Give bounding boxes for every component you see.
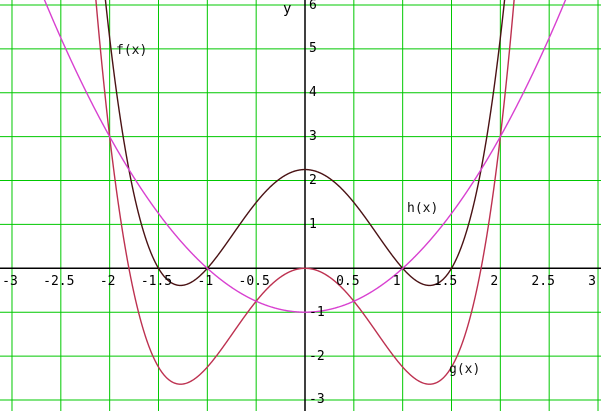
curve-g <box>95 0 515 385</box>
curve-label-f: f(x) <box>116 43 148 58</box>
y-tick-label: 4 <box>309 85 317 101</box>
x-tick-label: 2.5 <box>531 274 555 289</box>
y-tick-label: -3 <box>309 392 325 408</box>
y-tick-label: 5 <box>309 41 317 57</box>
y-tick-label: -2 <box>309 348 325 364</box>
y-tick-label: -1 <box>309 304 325 320</box>
curve-f <box>104 0 506 287</box>
curve-label-h: h(x) <box>407 201 439 216</box>
x-tick-label: 2 <box>490 274 499 289</box>
y-tick-label: 1 <box>309 216 317 232</box>
x-tick-label: -2 <box>99 274 116 289</box>
x-tick-label: 1 <box>392 274 401 289</box>
x-tick-label: 3 <box>588 274 596 289</box>
y-tick-label: 3 <box>309 129 317 145</box>
curve-h <box>43 0 567 313</box>
x-tick-label: 0.5 <box>336 274 360 289</box>
y-axis-label: y <box>283 1 292 17</box>
y-tick-label: 6 <box>309 0 317 13</box>
x-tick-label: -1.5 <box>140 274 173 289</box>
curve-label-g: g(x) <box>449 362 481 377</box>
x-tick-label: -0.5 <box>238 274 270 289</box>
x-tick-label: 1.5 <box>433 274 458 289</box>
y-tick-label: 2 <box>309 173 317 189</box>
x-tick-label: -3 <box>2 274 18 289</box>
x-tick-label: -2.5 <box>43 274 75 289</box>
x-tick-label: -1 <box>197 274 214 289</box>
